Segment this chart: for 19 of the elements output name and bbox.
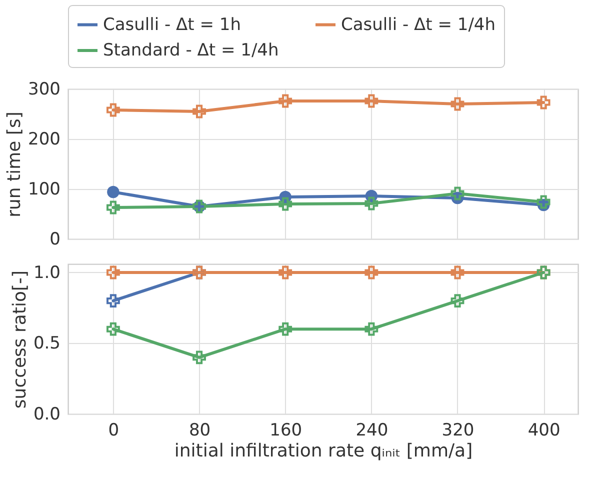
x-tick-label: 240 xyxy=(356,420,388,440)
x-tick-label: 320 xyxy=(442,420,474,440)
legend-label: Casulli - Δt = 1h xyxy=(103,14,241,35)
y-tick-label: 0 xyxy=(50,230,60,250)
legend-label: Standard - Δt = 1/4h xyxy=(103,40,279,60)
y-axis-title: run time [s] xyxy=(4,112,26,218)
y-tick-label: 200 xyxy=(28,130,60,150)
y-tick-label: 100 xyxy=(28,180,60,200)
x-tick-label: 400 xyxy=(528,420,560,440)
y-axis-title: success ratio[-] xyxy=(9,270,30,409)
x-tick-label: 160 xyxy=(270,420,302,440)
y-tick-label: 300 xyxy=(28,80,60,100)
x-axis-title: initial infiltration rate qᵢₙᵢₜ [mm/a] xyxy=(174,440,473,462)
legend-label: Casulli - Δt = 1/4h xyxy=(341,14,496,35)
y-tick-label: 0.0 xyxy=(33,404,60,424)
y-tick-label: 0.5 xyxy=(33,334,60,354)
x-tick-label: 80 xyxy=(188,420,211,440)
x-tick-label: 0 xyxy=(108,420,120,440)
y-tick-label: 1.0 xyxy=(33,262,60,283)
